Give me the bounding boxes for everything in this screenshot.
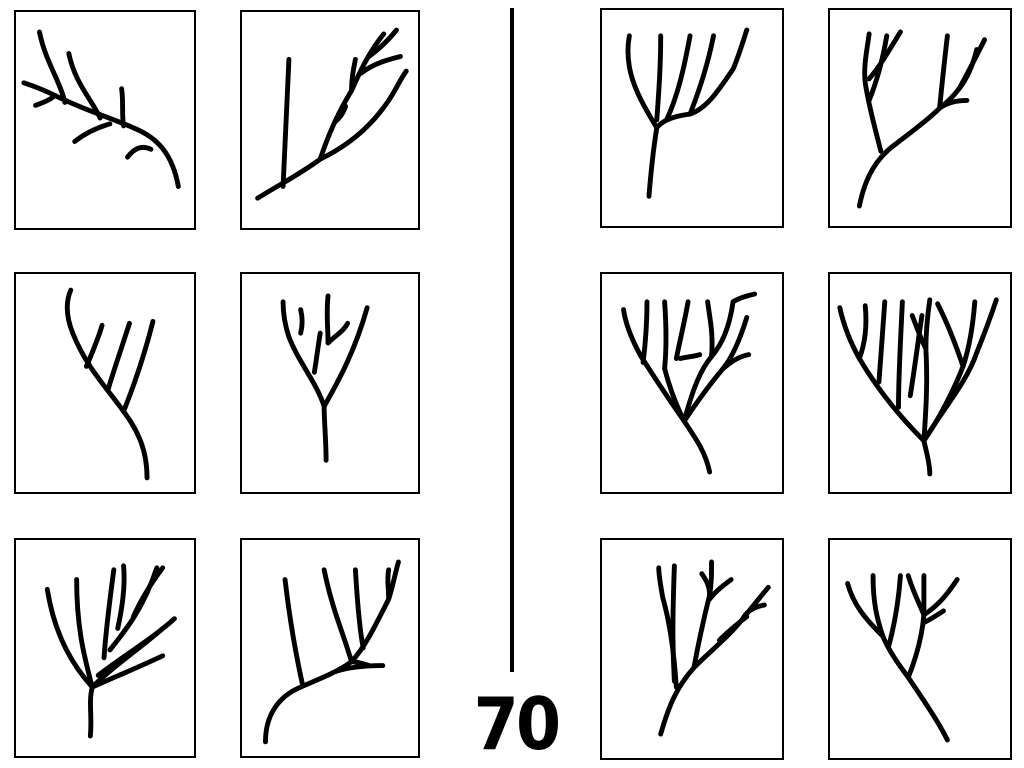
left-panel-2 <box>240 10 420 230</box>
right-panel-5 <box>600 538 784 760</box>
branching-twig-drawing <box>856 29 988 209</box>
branching-twig-drawing <box>656 559 771 737</box>
left-panel-3 <box>14 272 196 494</box>
left-panel-4 <box>240 272 420 494</box>
branching-twig-drawing <box>263 559 401 745</box>
branching-twig-drawing <box>625 27 750 199</box>
page-number: 70 <box>473 682 561 766</box>
branching-twig-drawing <box>280 293 370 463</box>
right-panel-1 <box>600 8 784 228</box>
branching-twig-drawing <box>837 297 999 477</box>
right-panel-3 <box>600 272 784 494</box>
right-panel-6 <box>828 538 1012 760</box>
right-panel-4 <box>828 272 1012 494</box>
branching-twig-drawing <box>64 287 156 481</box>
left-panel-6 <box>240 538 420 758</box>
branching-twig-drawing <box>845 573 960 743</box>
left-panel-5 <box>14 538 196 758</box>
left-panel-1 <box>14 10 196 230</box>
branching-twig-drawing <box>255 27 409 201</box>
branching-twig-drawing <box>621 291 758 475</box>
branching-twig-drawing <box>21 29 181 189</box>
branching-twig-drawing <box>44 563 177 739</box>
right-panel-2 <box>828 8 1012 228</box>
vertical-divider <box>510 8 514 672</box>
